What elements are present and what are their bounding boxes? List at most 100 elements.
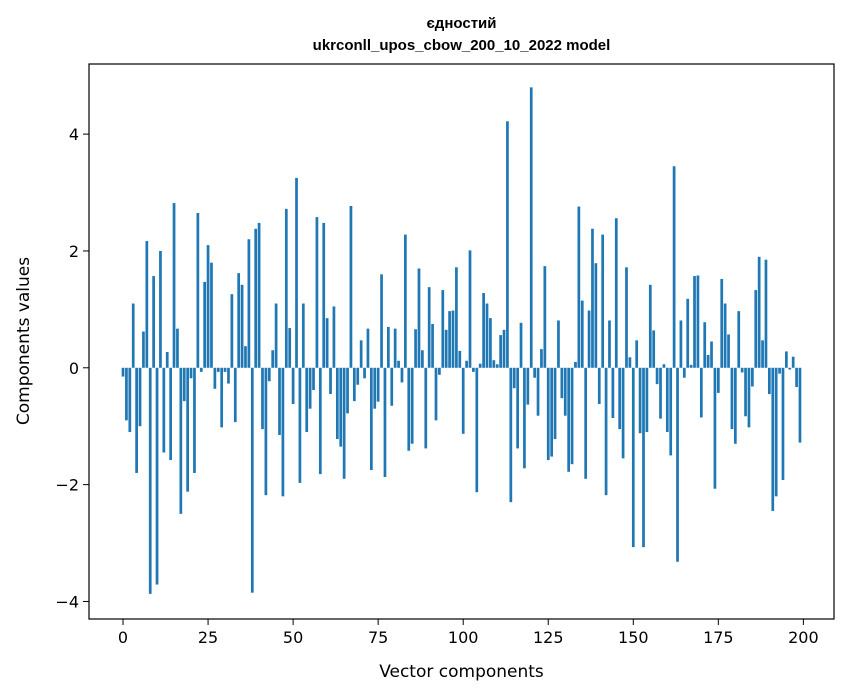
x-tick-label: 75 xyxy=(368,628,388,647)
bar xyxy=(489,318,492,368)
bar xyxy=(349,205,353,368)
bar xyxy=(390,367,394,406)
bar xyxy=(159,250,162,368)
bar xyxy=(584,367,588,479)
bar xyxy=(703,322,707,368)
bar xyxy=(414,329,417,368)
x-tick-label: 0 xyxy=(118,628,128,647)
bar xyxy=(665,367,669,433)
y-tick-label: 0 xyxy=(69,359,79,378)
bar xyxy=(461,367,465,434)
bar xyxy=(710,341,713,368)
bar xyxy=(189,367,193,379)
bar xyxy=(546,367,550,461)
bar xyxy=(165,352,169,368)
bar xyxy=(335,367,339,440)
bar xyxy=(213,367,217,389)
bar xyxy=(540,349,543,368)
bar xyxy=(523,367,526,469)
bar xyxy=(342,367,346,479)
bar xyxy=(387,326,390,368)
bar xyxy=(135,367,138,473)
bar xyxy=(778,367,781,374)
bar xyxy=(352,367,356,402)
bar xyxy=(261,367,264,430)
bar xyxy=(648,284,652,368)
bar xyxy=(305,367,309,433)
bar xyxy=(478,363,482,368)
bar xyxy=(475,367,479,493)
bar xyxy=(740,367,744,373)
bar xyxy=(601,234,605,368)
bar xyxy=(138,367,142,427)
bar xyxy=(230,294,234,368)
bar xyxy=(254,228,258,368)
bar xyxy=(553,367,557,440)
bar xyxy=(737,311,741,368)
bar xyxy=(495,364,499,368)
bar xyxy=(237,273,241,368)
bar xyxy=(543,266,547,368)
bar xyxy=(359,340,363,368)
bar xyxy=(128,367,132,433)
bar xyxy=(720,278,724,368)
bar xyxy=(216,367,220,372)
bar xyxy=(431,323,434,368)
bar xyxy=(560,367,564,399)
bar xyxy=(220,367,224,428)
bar xyxy=(611,367,615,419)
bar xyxy=(557,320,560,368)
x-tick-label: 25 xyxy=(198,628,218,647)
bar xyxy=(223,367,227,372)
bar xyxy=(397,360,400,368)
bar xyxy=(771,367,775,511)
bar xyxy=(747,367,751,428)
bar xyxy=(604,367,608,496)
bar xyxy=(682,367,686,378)
bar xyxy=(441,290,445,368)
bar xyxy=(577,206,581,368)
bar xyxy=(652,330,656,368)
bar xyxy=(169,367,172,461)
bar xyxy=(410,367,414,444)
y-axis-label: Components values xyxy=(14,257,34,425)
bar xyxy=(322,222,326,368)
bar xyxy=(506,121,509,368)
bar xyxy=(366,328,370,368)
bar xyxy=(608,320,611,368)
bar xyxy=(315,217,319,368)
bar xyxy=(785,351,788,368)
bar xyxy=(267,367,271,382)
x-tick-label: 175 xyxy=(703,628,734,647)
bar xyxy=(631,367,635,548)
bar xyxy=(244,346,247,368)
chart-subtitle: ukrconll_upos_cbow_200_10_2022 model xyxy=(313,37,611,54)
bar xyxy=(798,367,802,443)
bar xyxy=(795,367,798,388)
y-tick-label: −4 xyxy=(55,592,79,611)
bar xyxy=(659,367,662,419)
bar xyxy=(186,367,190,492)
bar xyxy=(176,328,179,368)
bar xyxy=(407,367,411,451)
bar xyxy=(271,350,275,368)
x-tick-label: 125 xyxy=(533,628,564,647)
bar xyxy=(597,367,601,405)
x-axis-label: Vector components xyxy=(379,662,544,682)
bar xyxy=(206,245,210,368)
y-tick-label: 4 xyxy=(69,125,79,144)
x-tick-label: 100 xyxy=(448,628,479,647)
bar xyxy=(145,241,149,368)
bar xyxy=(465,360,468,368)
bar xyxy=(492,360,496,368)
bar xyxy=(376,367,380,402)
x-tick-label: 200 xyxy=(788,628,819,647)
bar xyxy=(512,367,516,389)
bar xyxy=(417,268,421,368)
bar xyxy=(516,367,519,449)
bar xyxy=(744,367,747,417)
bar xyxy=(723,303,727,368)
bar xyxy=(699,367,703,418)
bar xyxy=(291,367,295,405)
bar xyxy=(142,331,145,368)
